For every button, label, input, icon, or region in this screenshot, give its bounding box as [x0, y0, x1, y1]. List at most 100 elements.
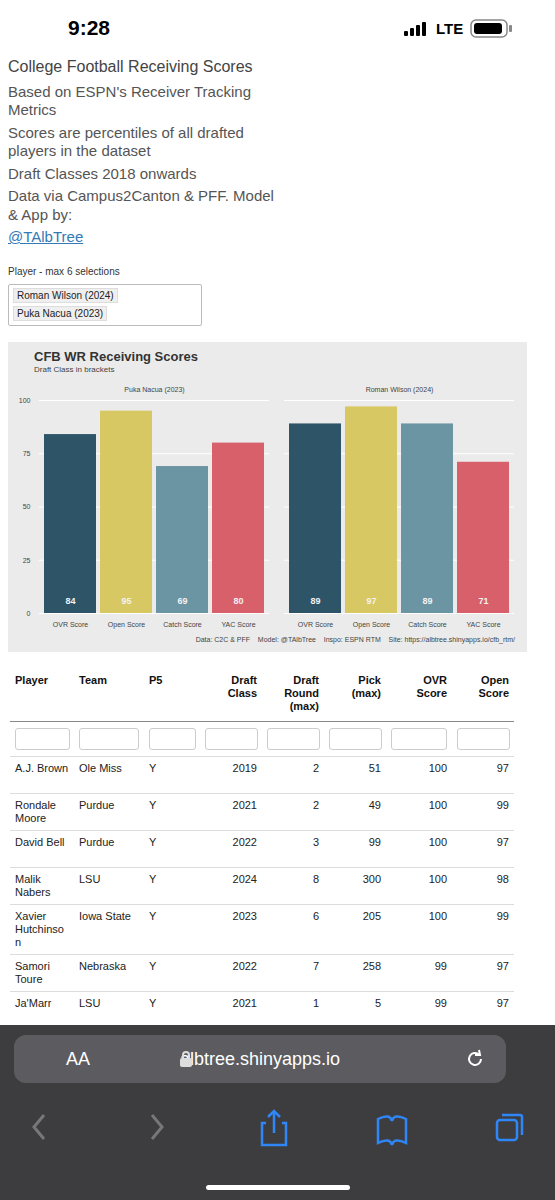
html-text:8: 8 [312, 873, 319, 885]
html-text:Data: C2C & PFF Model: @TAlbTr: Data: C2C & PFF Model: @TAlbTree Inspo: … [195, 636, 515, 643]
html-text:Open Score: Open Score [478, 674, 509, 699]
html-text:2021: 2021 [232, 799, 257, 811]
html-text:Malik Nabers: Malik Nabers [15, 873, 51, 898]
html-text:51: 51 [368, 762, 381, 774]
svg-text:95: 95 [121, 596, 131, 606]
html-text:LSU: LSU [79, 997, 101, 1009]
html-text:Draft Classes 2018 onwards: Draft Classes 2018 onwards [8, 164, 197, 182]
html-text:9:28: 9:28 [68, 16, 110, 39]
html-text:97: 97 [496, 836, 509, 848]
html-text:3: 3 [312, 836, 319, 848]
html-text:49: 49 [368, 799, 381, 811]
html-text:Puka Nacua (2023): Puka Nacua (2023) [17, 308, 104, 319]
html-text:College Football Receiving Sco: College Football Receiving Scores [8, 58, 253, 75]
html-text:Rondale Moore: Rondale Moore [15, 799, 56, 824]
html-text:Nebraska: Nebraska [79, 960, 127, 972]
html-text:97: 97 [496, 997, 509, 1009]
svg-text:89: 89 [422, 596, 432, 606]
html-text:CFB WR Receiving Scores: CFB WR Receiving Scores [34, 349, 198, 364]
html-text:100: 100 [428, 836, 447, 848]
html-text:A.J. Brown: A.J. Brown [15, 762, 69, 774]
html-text:2: 2 [312, 762, 319, 774]
html-text:97: 97 [496, 762, 509, 774]
html-text:LSU: LSU [79, 873, 101, 885]
html-text:P5: P5 [149, 674, 163, 686]
html-text:100: 100 [428, 910, 447, 922]
html-text:2019: 2019 [232, 762, 257, 774]
html-text:Ja'Marr: Ja'Marr [15, 997, 52, 1009]
html-text:Player: Player [15, 674, 48, 686]
svg-text:0: 0 [27, 610, 31, 617]
html-text:Y: Y [149, 799, 157, 811]
html-text:Roman Wilson (2024): Roman Wilson (2024) [17, 290, 114, 301]
html-text:@TAlbTree: @TAlbTree [8, 228, 84, 245]
html-text:2024: 2024 [232, 873, 257, 885]
html-text:100: 100 [428, 762, 447, 774]
html-text:Player - max 6 selections: Player - max 6 selections [8, 266, 120, 277]
html-text:Purdue: Purdue [79, 836, 115, 848]
html-text:205: 205 [362, 910, 381, 922]
html-text:99: 99 [434, 960, 447, 972]
html-text:2: 2 [312, 799, 319, 811]
html-text:2022: 2022 [232, 836, 257, 848]
html-text:albtree.shinyapps.io: albtree.shinyapps.io [179, 1049, 340, 1069]
html-text:Xavier Hutchinson: Xavier Hutchinson [15, 910, 64, 948]
html-text:Draft Class: Draft Class [227, 674, 257, 699]
html-text:Samori Toure: Samori Toure [15, 960, 50, 985]
html-text:LTE: LTE [436, 20, 464, 37]
html-text:Y: Y [149, 960, 157, 972]
html-text:Draft Round (max): Draft Round (max) [284, 674, 319, 712]
html-text:300: 300 [362, 873, 381, 885]
html-text:258: 258 [362, 960, 381, 972]
svg-text:Catch Score: Catch Score [163, 621, 202, 628]
html-text:AA: AA [66, 1049, 90, 1069]
svg-text:OVR Score: OVR Score [298, 621, 334, 628]
html-text:2021: 2021 [232, 997, 257, 1009]
html-text:David Bell: David Bell [15, 836, 65, 848]
html-text:99: 99 [496, 799, 509, 811]
html-text:Y: Y [149, 836, 157, 848]
html-text:Ole Miss: Ole Miss [79, 762, 122, 774]
svg-text:Catch Score: Catch Score [408, 621, 447, 628]
html-text:2023: 2023 [232, 910, 257, 922]
html-text:97: 97 [496, 960, 509, 972]
svg-text:50: 50 [23, 503, 31, 510]
svg-text:YAC Score: YAC Score [221, 621, 255, 628]
svg-text:YAC Score: YAC Score [466, 621, 500, 628]
html-text:Y: Y [149, 997, 157, 1009]
html-text:Scores are percentiles of all: Scores are percentiles of all drafted pl… [8, 123, 244, 159]
html-text:Y: Y [149, 910, 157, 922]
svg-text:OVR Score: OVR Score [53, 621, 89, 628]
html-text:Iowa State: Iowa State [79, 910, 131, 922]
svg-text:84: 84 [65, 596, 75, 606]
html-text:99: 99 [368, 836, 381, 848]
svg-text:71: 71 [478, 596, 488, 606]
html-text:Y: Y [149, 873, 157, 885]
svg-text:97: 97 [366, 596, 376, 606]
html-text:OVR Score: OVR Score [416, 674, 447, 699]
html-text:98: 98 [496, 873, 509, 885]
html-text:Team: Team [79, 674, 107, 686]
svg-text:25: 25 [23, 556, 31, 563]
svg-text:80: 80 [233, 596, 243, 606]
svg-text:75: 75 [23, 450, 31, 457]
svg-text:Open Score: Open Score [353, 621, 390, 629]
html-text:99: 99 [496, 910, 509, 922]
html-text:Draft Class in brackets: Draft Class in brackets [34, 365, 115, 374]
html-text:6: 6 [312, 910, 319, 922]
svg-text:Roman Wilson (2024): Roman Wilson (2024) [366, 386, 434, 394]
html-text:Y: Y [149, 762, 157, 774]
html-text:Based on ESPN's Receiver Track: Based on ESPN's Receiver Tracking Metric… [8, 82, 251, 118]
html-text:Data via Campus2Canton & PFF.: Data via Campus2Canton & PFF. Model & Ap… [8, 187, 274, 223]
html-text:Purdue: Purdue [79, 799, 115, 811]
svg-text:89: 89 [310, 596, 320, 606]
html-text:Pick (max): Pick (max) [351, 674, 381, 699]
html-text:100: 100 [428, 873, 447, 885]
html-text:100: 100 [428, 799, 447, 811]
html-text:99: 99 [434, 997, 447, 1009]
html-text:2022: 2022 [232, 960, 257, 972]
svg-text:Open Score: Open Score [108, 621, 145, 629]
svg-text:69: 69 [177, 596, 187, 606]
svg-text:Puka Nacua (2023): Puka Nacua (2023) [124, 386, 184, 394]
svg-text:100: 100 [19, 397, 31, 404]
